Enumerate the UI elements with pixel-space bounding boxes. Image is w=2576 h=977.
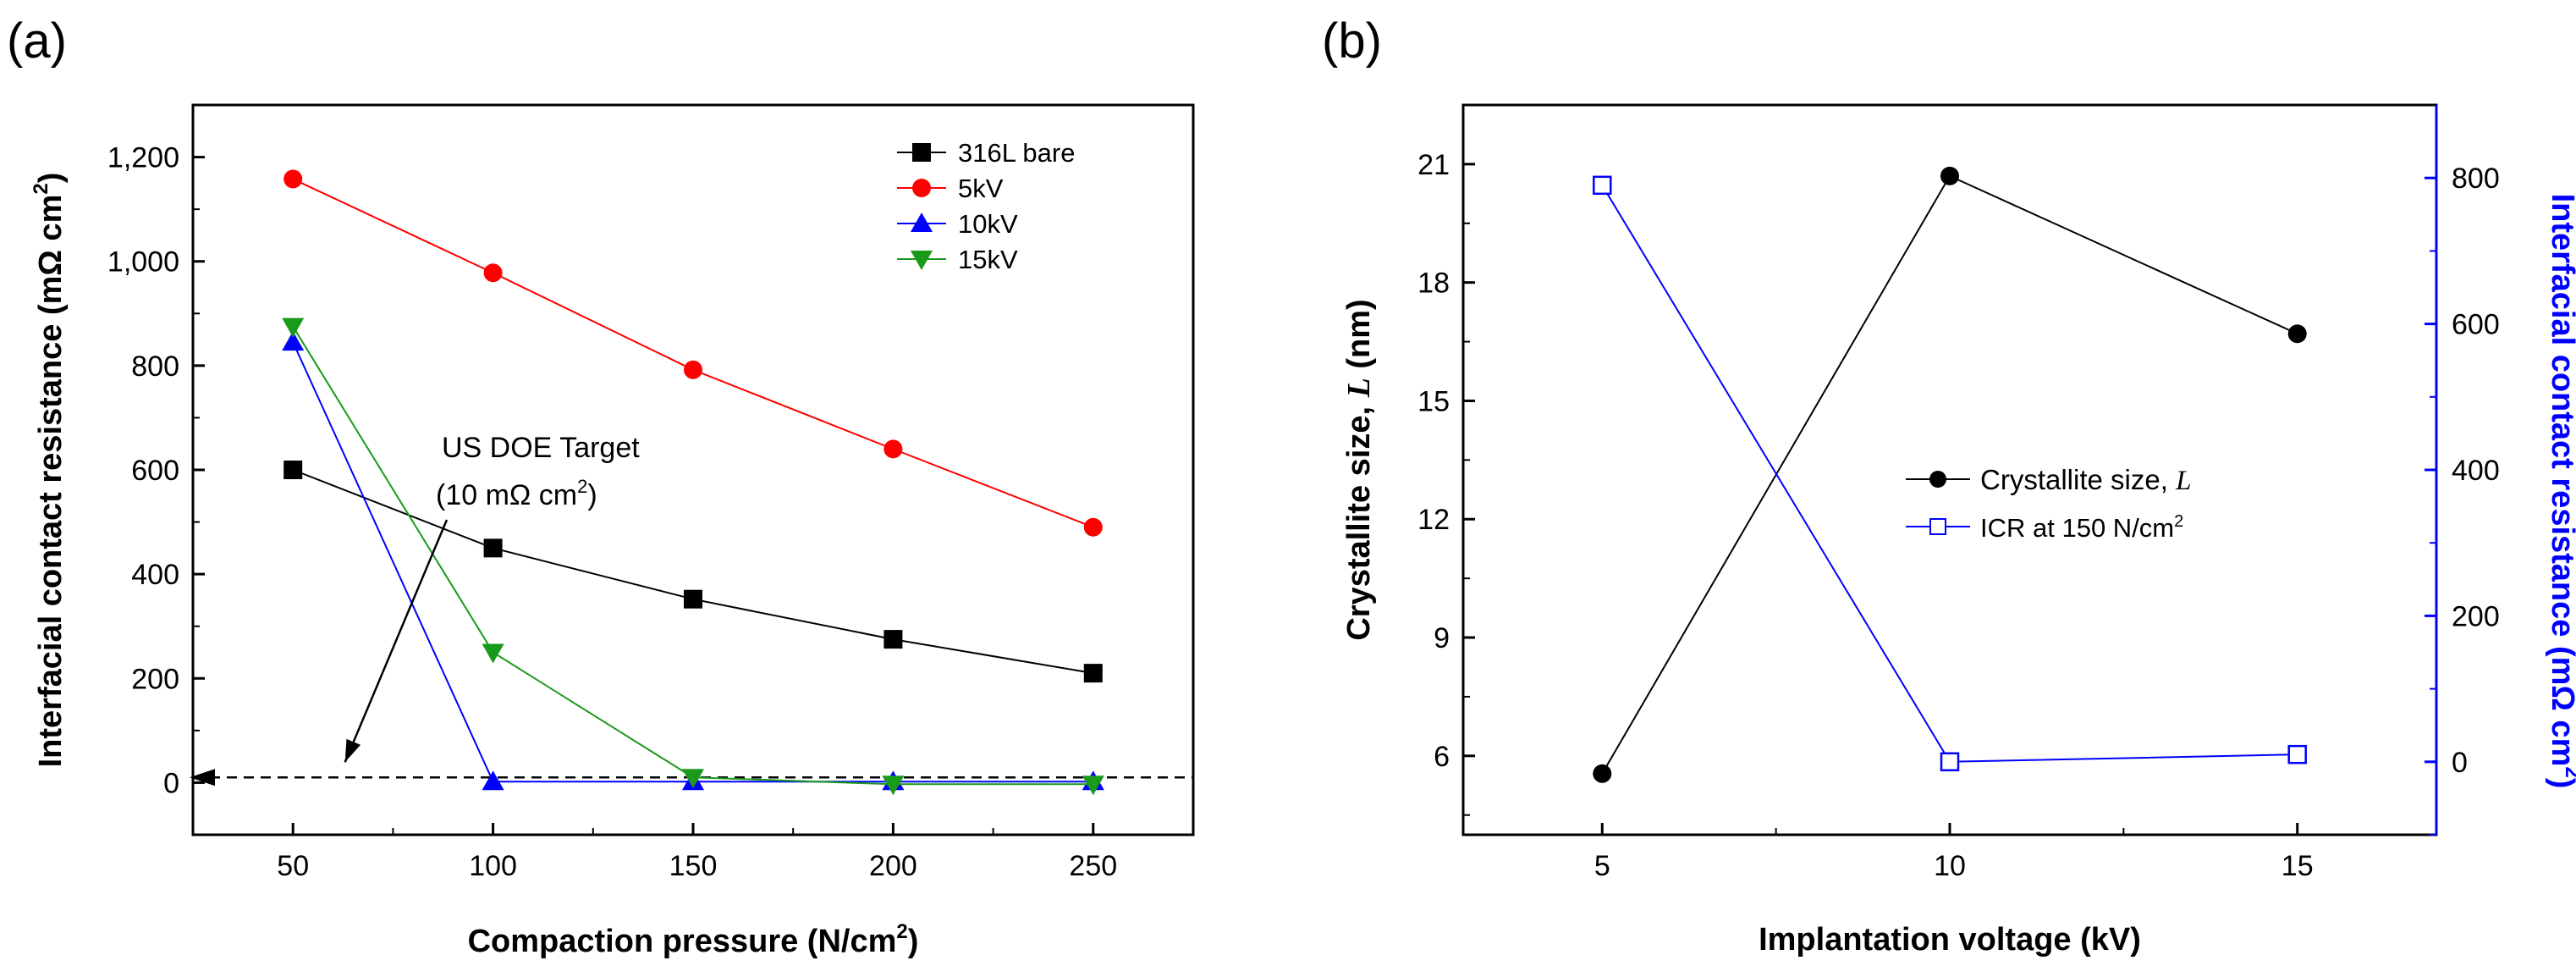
left-y-tick-label: 15 bbox=[1417, 385, 1450, 417]
panel-a-y-ticks: 0 200 400 600 800 1,000 1,200 bbox=[107, 142, 205, 799]
series-line bbox=[292, 341, 1093, 783]
legend-label: 15kV bbox=[958, 245, 1018, 274]
series-line bbox=[292, 469, 1093, 675]
panel-b-series bbox=[1593, 166, 2307, 783]
panel-a-x-axis-label: Compaction pressure (N/cm2) bbox=[468, 920, 919, 959]
y-tick-label: 200 bbox=[131, 663, 179, 695]
series-line bbox=[292, 326, 1093, 786]
x-tick-label: 10 bbox=[1934, 850, 1966, 882]
x-tick-label: 150 bbox=[669, 850, 718, 882]
panel-b: (b) 6 9 12 15 18 21 0 200 400 600 800 5 10 15 Cryst… bbox=[1322, 14, 2576, 958]
legend-marker bbox=[911, 213, 933, 232]
data-point bbox=[1593, 175, 1612, 196]
y-tick-label: 1,000 bbox=[107, 246, 179, 279]
legend-label: 5kV bbox=[958, 174, 1004, 203]
right-y-tick-label: 600 bbox=[2452, 309, 2500, 341]
data-point bbox=[684, 360, 702, 379]
y-tick-label: 1,200 bbox=[107, 142, 179, 174]
doe-target-left-arrow bbox=[190, 769, 215, 787]
data-point bbox=[2287, 744, 2307, 764]
x-tick-label: 5 bbox=[1594, 850, 1610, 882]
legend-icr-label: ICR at 150 N/cm2 bbox=[1980, 512, 2183, 543]
y-tick-label: 400 bbox=[131, 559, 179, 591]
doe-annotation-line2: (10 mΩ cm2) bbox=[436, 476, 597, 511]
x-tick-label: 50 bbox=[277, 850, 309, 882]
series-line bbox=[1601, 174, 2298, 775]
right-y-tick-label: 400 bbox=[2452, 455, 2500, 487]
doe-annotation-arrow-shaft bbox=[344, 519, 449, 763]
data-point bbox=[282, 331, 305, 351]
legend-marker bbox=[912, 143, 931, 162]
panel-b-right-y-axis-label: Interfacial contact resistance (mΩ cm2) bbox=[2545, 194, 2576, 789]
legend-label: 316L bare bbox=[958, 138, 1075, 168]
legend-crystallite-label: Crystallite size, L bbox=[1980, 464, 2191, 496]
y-tick-label: 600 bbox=[131, 455, 179, 487]
data-point bbox=[483, 538, 503, 558]
data-point bbox=[1940, 166, 1959, 185]
data-point bbox=[2287, 324, 2307, 344]
panel-b-left-y-axis-label: Crystallite size, L (nm) bbox=[1341, 299, 1377, 640]
data-point bbox=[1083, 664, 1103, 683]
legend-marker bbox=[911, 251, 933, 270]
panel-b-x-ticks: 5 10 15 bbox=[1594, 823, 2314, 882]
panel-b-x-axis-label: Implantation voltage (kV) bbox=[1759, 922, 2141, 958]
data-point bbox=[1083, 517, 1103, 537]
left-y-tick-label: 12 bbox=[1417, 504, 1450, 536]
panel-a-label: (a) bbox=[7, 14, 67, 69]
panel-b-left-y-ticks: 6 9 12 15 18 21 bbox=[1417, 149, 1475, 816]
x-tick-label: 100 bbox=[469, 850, 517, 882]
doe-annotation-line1: US DOE Target bbox=[442, 432, 640, 464]
data-point bbox=[1940, 752, 1960, 772]
left-y-tick-label: 18 bbox=[1417, 268, 1450, 300]
panel-a-plot-frame bbox=[191, 103, 1195, 836]
data-point bbox=[1593, 764, 1612, 783]
x-tick-label: 15 bbox=[2282, 850, 2314, 882]
right-y-tick-label: 0 bbox=[2452, 747, 2468, 779]
series-line bbox=[1601, 185, 2298, 763]
legend-marker bbox=[912, 179, 931, 197]
x-tick-label: 200 bbox=[869, 850, 917, 882]
panel-b-plot-frame bbox=[1461, 103, 2438, 836]
right-y-tick-label: 800 bbox=[2452, 163, 2500, 195]
left-y-tick-label: 6 bbox=[1434, 741, 1450, 773]
data-point bbox=[682, 769, 704, 789]
panel-a-series bbox=[282, 169, 1104, 796]
legend-label: 10kV bbox=[958, 209, 1018, 239]
data-point bbox=[283, 461, 303, 479]
panel-a-y-axis-label: Interfacial contact resistance (mΩ cm2) bbox=[30, 173, 69, 768]
y-tick-label: 0 bbox=[163, 767, 179, 799]
panel-b-right-y-ticks: 0 200 400 600 800 bbox=[2425, 163, 2500, 836]
x-tick-label: 250 bbox=[1069, 850, 1117, 882]
panel-b-label: (b) bbox=[1322, 14, 1382, 69]
data-point bbox=[882, 776, 905, 796]
panel-a: (a) 0 200 400 600 800 1,000 1,200 50 100 150 200 2… bbox=[7, 14, 1195, 959]
data-point bbox=[883, 439, 903, 459]
legend-icr-marker bbox=[1929, 518, 1946, 535]
legend-crystallite-marker bbox=[1929, 471, 1946, 488]
doe-annotation-arrowhead bbox=[344, 738, 361, 763]
data-point bbox=[482, 643, 504, 664]
data-point bbox=[482, 770, 504, 791]
data-point bbox=[283, 169, 303, 189]
data-point bbox=[282, 317, 305, 338]
data-point bbox=[883, 630, 903, 649]
left-y-tick-label: 9 bbox=[1434, 622, 1450, 654]
left-y-tick-label: 21 bbox=[1417, 149, 1450, 181]
right-y-tick-label: 200 bbox=[2452, 600, 2500, 632]
panel-b-legend: Crystallite size, L ICR at 150 N/cm2 bbox=[1906, 464, 2191, 543]
panel-a-legend: 316L bare 5kV 10kV 15kV bbox=[897, 138, 1075, 274]
y-tick-label: 800 bbox=[131, 351, 179, 383]
data-point bbox=[684, 589, 702, 609]
data-point bbox=[483, 263, 503, 283]
panel-a-x-ticks: 50 100 150 200 250 bbox=[192, 823, 1194, 882]
data-point bbox=[1082, 776, 1104, 796]
